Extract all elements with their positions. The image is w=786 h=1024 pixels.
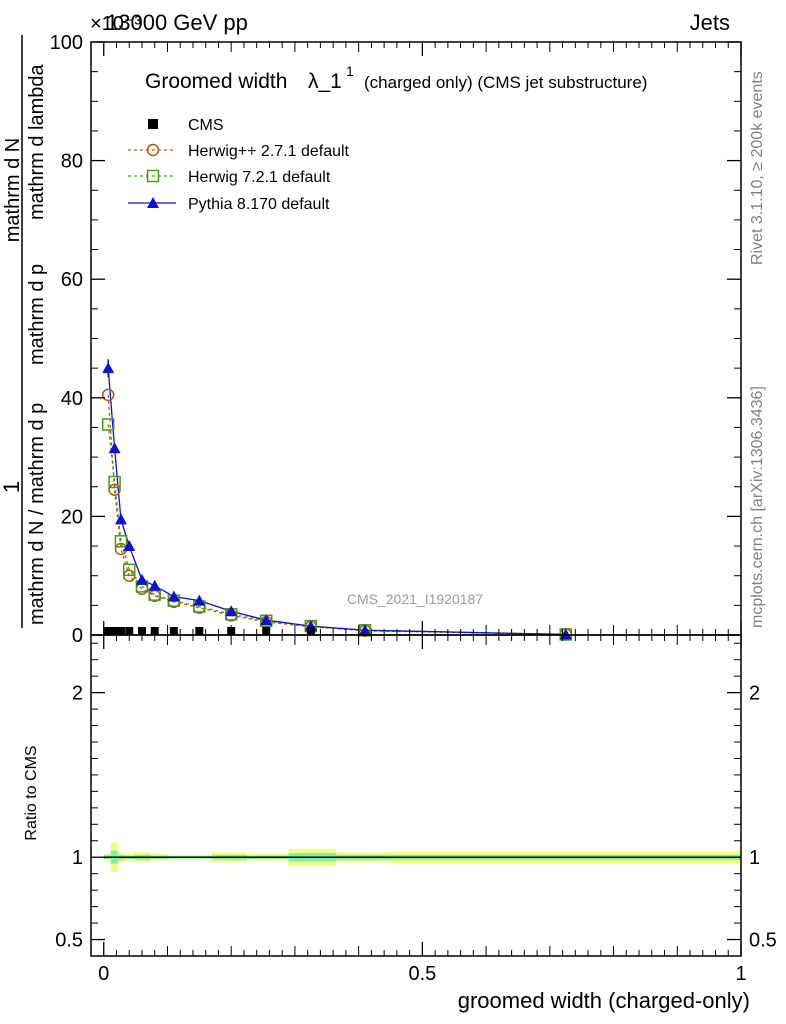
legend: CMS Herwig++ 2.7.1 default Herwig 7.2.1 … xyxy=(128,117,350,213)
cms-point xyxy=(110,627,119,635)
main-ylabel: 1 mathrm d N / mathrm d p mathrm d N mat… xyxy=(0,35,48,628)
herwig7-point xyxy=(122,563,136,577)
cms-point xyxy=(169,627,178,635)
legend-entry-herwigpp: Herwig++ 2.7.1 default xyxy=(128,143,350,160)
cms-point xyxy=(104,627,113,635)
pythia-point xyxy=(135,573,148,585)
rivet-label: Rivet 3.1.10, ≥ 200k events xyxy=(749,71,766,265)
cms-point xyxy=(262,627,271,635)
pythia-point xyxy=(123,540,136,552)
main-y-tick-label: 60 xyxy=(61,269,83,291)
legend-entry-pythia: Pythia 8.170 default xyxy=(128,196,330,213)
herwigpp-point xyxy=(101,388,115,402)
exponent-label: ×10⁻³ xyxy=(90,13,141,35)
x-tick-label: 1 xyxy=(735,963,746,985)
pythia-point xyxy=(114,513,127,525)
legend-label-herwig7: Herwig 7.2.1 default xyxy=(188,169,331,186)
watermark: CMS_2021_I1920187 xyxy=(347,591,483,607)
process-label: Jets xyxy=(690,10,730,35)
pythia-point xyxy=(167,590,180,602)
legend-entry-herwig7: Herwig 7.2.1 default xyxy=(128,169,331,186)
legend-label-pythia: Pythia 8.170 default xyxy=(188,196,330,213)
ylabel-main-den2: mathrm d lambda xyxy=(26,64,48,220)
pythia-point xyxy=(148,579,161,591)
pythia-point xyxy=(193,594,206,606)
ylabel-main-den1: mathrm d p xyxy=(26,264,48,365)
ratio-y-tick-label-right: 0.5 xyxy=(749,930,777,952)
cms-point xyxy=(116,627,125,635)
ratio-y-tick-label: 1 xyxy=(72,847,83,869)
ylabel-numerator: 1 xyxy=(0,481,24,493)
legend-label-cms: CMS xyxy=(188,117,224,134)
pythia-point xyxy=(108,442,121,454)
energy-label: 13000 GeV pp xyxy=(106,10,248,35)
herwig7-point xyxy=(108,475,121,489)
title-super: 1 xyxy=(346,63,354,79)
cms-point xyxy=(306,627,315,635)
pythia-point xyxy=(359,624,372,636)
ratio-frame xyxy=(90,634,742,957)
cms-point xyxy=(195,627,204,635)
pythia-point xyxy=(260,614,273,626)
ratio-y-tick-label-right: 1 xyxy=(749,847,760,869)
series-line-herwig7 xyxy=(107,424,566,636)
x-tick-label: 0 xyxy=(98,963,109,985)
ylabel-main-num: mathrm d N xyxy=(2,138,24,242)
mcplots-label: mcplots.cern.ch [arXiv:1306.3436] xyxy=(749,386,766,628)
ratio-ylabel: Ratio to CMS xyxy=(23,745,40,840)
main-y-tick-label: 20 xyxy=(61,506,83,528)
ylabel-denominator: mathrm d N / mathrm d p xyxy=(26,403,48,625)
main-y-tick-label: 80 xyxy=(61,151,83,173)
main-y-tick-label: 0 xyxy=(72,625,83,647)
main-panel xyxy=(101,359,573,641)
legend-entry-cms: CMS xyxy=(148,117,224,134)
pythia-point xyxy=(225,605,238,617)
title-main: Groomed width xyxy=(145,70,287,93)
legend-label-herwigpp: Herwig++ 2.7.1 default xyxy=(188,143,350,160)
herwigpp-point xyxy=(108,483,121,496)
main-y-tick-label: 40 xyxy=(61,388,83,410)
title-symbol: λ_1 xyxy=(308,70,342,93)
ratio-y-tick-label: 2 xyxy=(72,683,83,705)
xlabel: groomed width (charged-only) xyxy=(458,988,750,1013)
plot-title: Groomed width λ_1 1 (charged only) (CMS … xyxy=(145,63,647,93)
title-note: (charged only) (CMS jet substructure) xyxy=(364,73,647,92)
herwig7-point xyxy=(101,418,115,431)
ratio-y-tick-label: 0.5 xyxy=(55,930,83,952)
ratio-panel xyxy=(103,842,741,873)
pythia-point xyxy=(102,362,115,374)
ratio-y-tick-label-right: 2 xyxy=(749,683,760,705)
main-y-tick-label: 100 xyxy=(50,32,83,54)
x-tick-label: 0.5 xyxy=(408,963,436,985)
herwig7-point xyxy=(114,535,128,548)
